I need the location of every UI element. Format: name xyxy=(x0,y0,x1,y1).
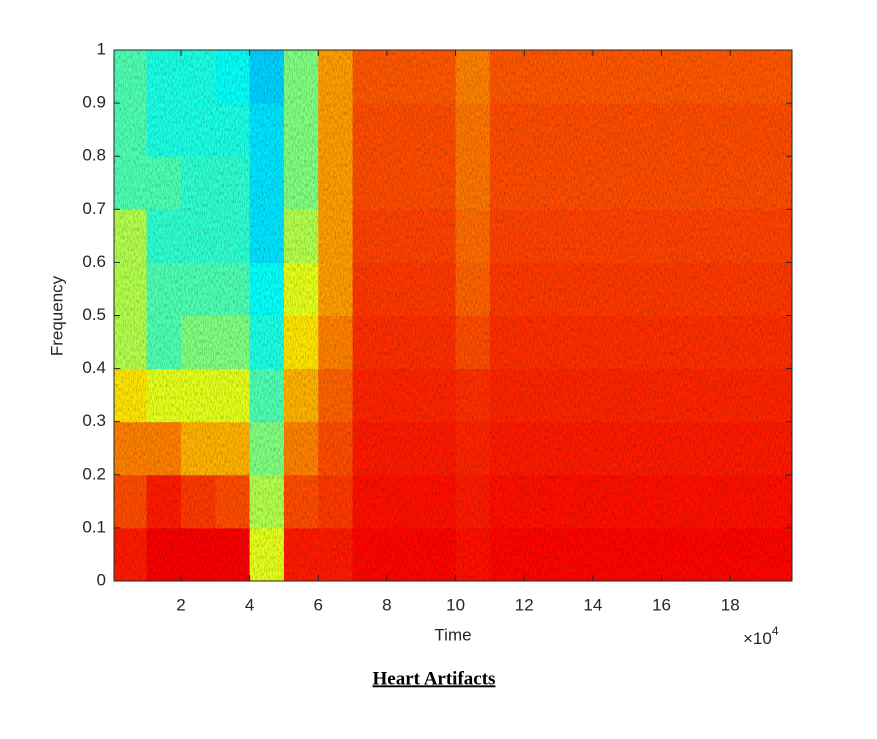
caption: Heart Artifacts xyxy=(373,668,496,689)
y-tick-label: 0.8 xyxy=(82,146,106,165)
x-tick-label: 18 xyxy=(721,595,740,614)
y-tick-label: 0.5 xyxy=(82,305,106,324)
texture xyxy=(114,50,792,581)
x-tick-label: 6 xyxy=(314,595,323,614)
x-tick-label: 16 xyxy=(652,595,671,614)
y-tick-label: 0.4 xyxy=(82,358,106,377)
x-axis-label: Time xyxy=(434,625,471,644)
y-tick-label: 0.6 xyxy=(82,252,106,271)
x-tick-label: 2 xyxy=(176,595,185,614)
y-tick-label: 0.1 xyxy=(82,517,106,536)
y-tick-label: 0 xyxy=(97,570,106,589)
x-multiplier: ×104 xyxy=(743,624,779,648)
x-tick-label: 12 xyxy=(515,595,534,614)
y-tick-label: 0.3 xyxy=(82,411,106,430)
y-tick-label: 0.2 xyxy=(82,464,106,483)
y-tick-label: 1 xyxy=(97,39,106,58)
y-axis-label: Frequency xyxy=(47,275,66,356)
y-tick-label: 0.9 xyxy=(82,93,106,112)
x-tick-label: 4 xyxy=(245,595,254,614)
x-tick-label: 14 xyxy=(583,595,602,614)
x-tick-label: 10 xyxy=(446,595,465,614)
x-multiplier-exponent: 4 xyxy=(772,624,779,638)
x-tick-label: 8 xyxy=(382,595,391,614)
x-multiplier-base: ×10 xyxy=(743,629,772,648)
y-tick-label: 0.7 xyxy=(82,199,106,218)
